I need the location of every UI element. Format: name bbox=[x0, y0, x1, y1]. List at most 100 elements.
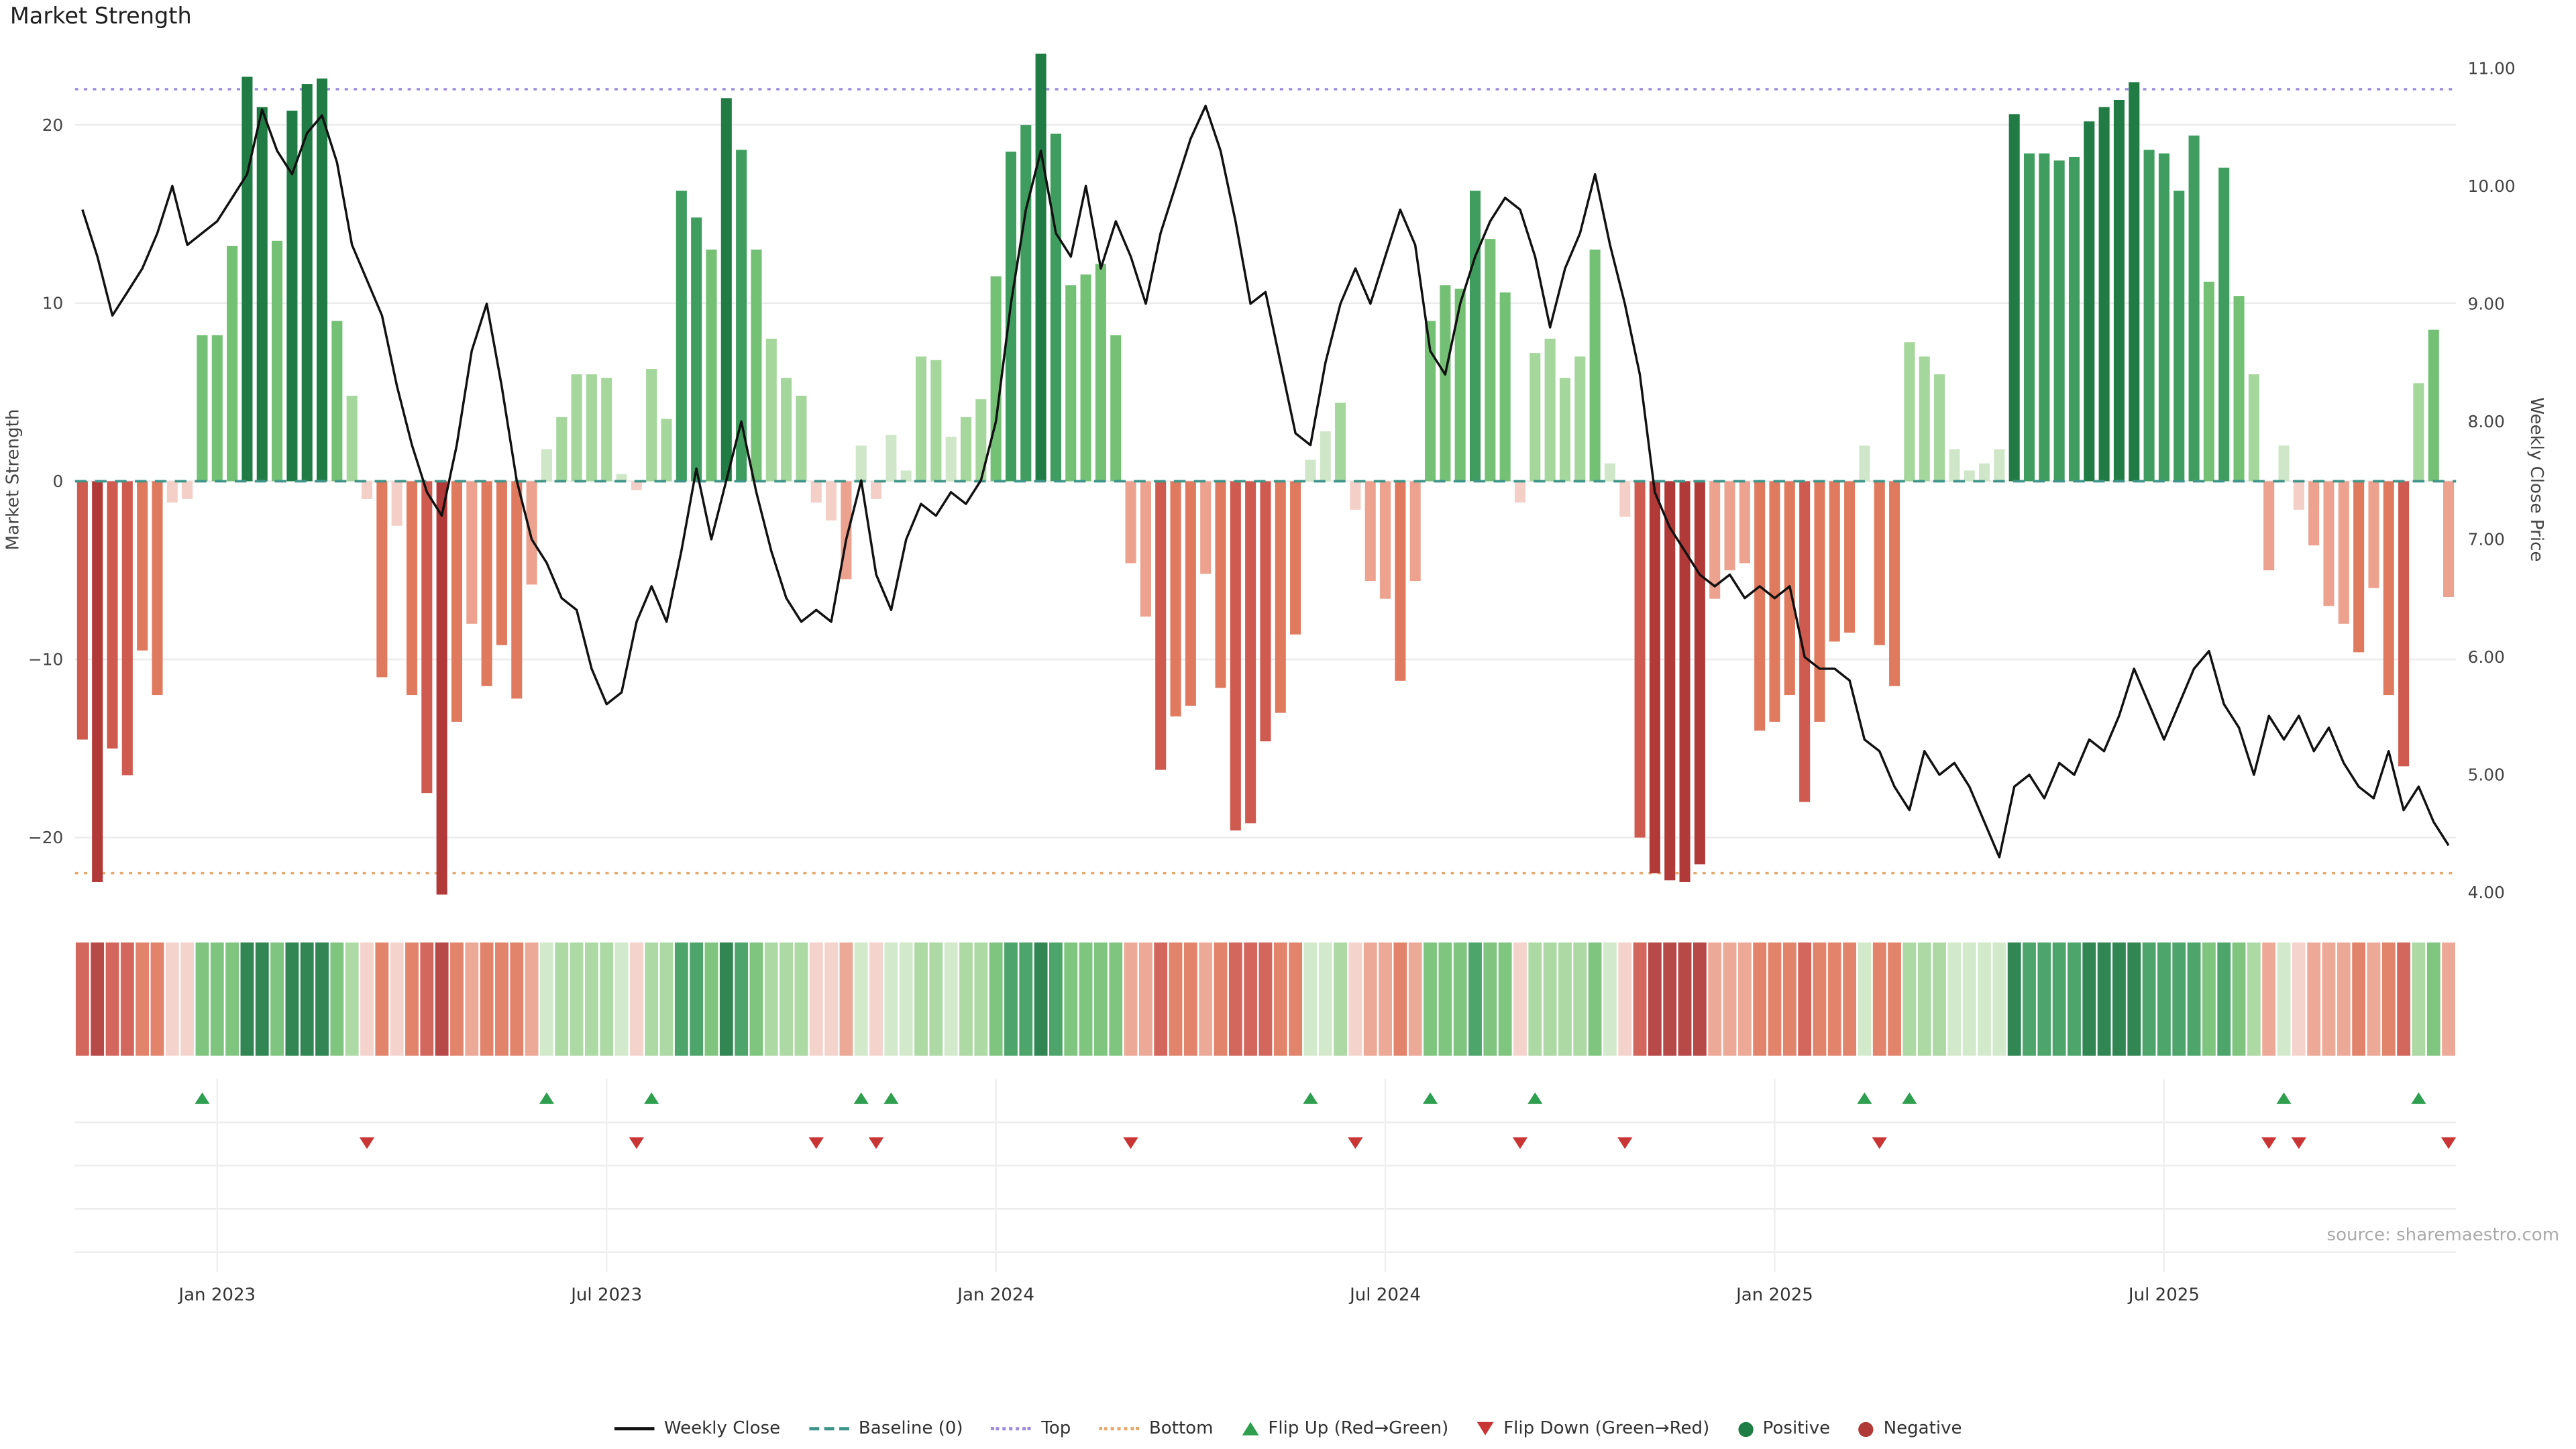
strength-bar bbox=[1380, 481, 1391, 599]
strength-bar bbox=[1964, 470, 1975, 482]
heat-cell bbox=[1453, 942, 1467, 1056]
strength-bar bbox=[2233, 296, 2245, 482]
legend-item[interactable]: Positive bbox=[1737, 1419, 1830, 1439]
flip-up-marker bbox=[539, 1092, 555, 1104]
line-glyph bbox=[614, 1427, 654, 1431]
heat-cell bbox=[1079, 942, 1093, 1056]
strength-bar bbox=[2368, 481, 2379, 588]
heat-cell bbox=[2262, 942, 2276, 1056]
strength-bar bbox=[1005, 152, 1016, 482]
left-axis-tick-label: 20 bbox=[42, 115, 64, 135]
legend-item[interactable]: Top bbox=[991, 1419, 1071, 1439]
strength-bar bbox=[855, 445, 867, 482]
heat-cell bbox=[539, 942, 553, 1056]
heat-cell bbox=[2023, 942, 2036, 1056]
flip-down-marker bbox=[2261, 1137, 2277, 1149]
strength-bar bbox=[1649, 481, 1660, 873]
strength-bar bbox=[1574, 356, 1586, 482]
flip-up-marker bbox=[1857, 1092, 1872, 1104]
heat-cell bbox=[2337, 942, 2351, 1056]
strength-bar bbox=[107, 481, 118, 749]
heat-cell bbox=[1543, 942, 1557, 1056]
heat-cell bbox=[1093, 942, 1108, 1056]
legend-item[interactable]: Weekly Close bbox=[614, 1419, 780, 1439]
strength-bar bbox=[885, 435, 897, 482]
heat-cell bbox=[1693, 942, 1707, 1056]
heat-cell bbox=[2172, 942, 2186, 1056]
legend-item[interactable]: Bottom bbox=[1099, 1419, 1214, 1439]
heat-cell bbox=[360, 942, 374, 1056]
heat-cell bbox=[1962, 942, 1976, 1056]
heat-cell bbox=[2247, 942, 2261, 1056]
strength-bar bbox=[1679, 481, 1690, 882]
heat-cell bbox=[91, 942, 105, 1056]
heat-cell bbox=[2412, 942, 2426, 1056]
legend-label: Baseline (0) bbox=[858, 1418, 963, 1439]
strength-bar bbox=[900, 470, 912, 482]
strength-bar bbox=[646, 369, 657, 482]
heat-cell bbox=[839, 942, 853, 1056]
strength-bar bbox=[1889, 481, 1900, 686]
strength-bar bbox=[1095, 264, 1106, 482]
strength-bar bbox=[2443, 481, 2455, 597]
heat-cell bbox=[390, 942, 404, 1056]
legend-label: Positive bbox=[1762, 1418, 1831, 1439]
strength-bar bbox=[2158, 153, 2169, 482]
heat-cell bbox=[465, 942, 479, 1056]
strength-bar bbox=[1035, 53, 1046, 482]
strength-bar bbox=[137, 481, 148, 651]
heat-cell bbox=[2127, 942, 2141, 1056]
heat-cell bbox=[75, 942, 89, 1056]
triangle-down-glyph bbox=[1477, 1421, 1494, 1436]
flip-down-marker bbox=[629, 1137, 645, 1149]
strength-bar bbox=[2248, 374, 2259, 482]
strength-bar bbox=[1499, 292, 1511, 482]
strength-bar bbox=[2129, 82, 2140, 482]
heat-cell bbox=[2068, 942, 2081, 1056]
strength-bar bbox=[1335, 402, 1346, 482]
strength-bar bbox=[1559, 378, 1570, 482]
heat-cell bbox=[1708, 942, 1722, 1056]
heat-cell bbox=[2037, 942, 2051, 1056]
heat-cell bbox=[510, 942, 524, 1056]
heat-cell bbox=[1289, 942, 1303, 1056]
left-axis-tick-label: −10 bbox=[28, 650, 63, 669]
flip-down-marker bbox=[808, 1137, 824, 1149]
strength-bar bbox=[586, 374, 597, 482]
heat-cell bbox=[1633, 942, 1647, 1056]
heat-cell bbox=[1917, 942, 1931, 1056]
legend-item[interactable]: Negative bbox=[1858, 1419, 1962, 1439]
strength-bar bbox=[1514, 481, 1526, 503]
heat-cell bbox=[1019, 942, 1033, 1056]
legend-item[interactable]: Flip Up (Red→Green) bbox=[1241, 1419, 1448, 1439]
strength-bar bbox=[376, 481, 388, 678]
strength-bar bbox=[76, 481, 88, 740]
strength-bar bbox=[720, 98, 732, 482]
heat-cell bbox=[1723, 942, 1737, 1056]
heat-cell bbox=[584, 942, 598, 1056]
heat-cell bbox=[989, 942, 1003, 1056]
strength-bar bbox=[676, 191, 687, 482]
strength-bar bbox=[765, 338, 777, 482]
strength-bar bbox=[1919, 356, 1930, 482]
strength-bar bbox=[810, 481, 822, 503]
heat-cell bbox=[1992, 942, 2006, 1056]
strength-bar bbox=[736, 150, 747, 482]
strength-bar bbox=[2098, 107, 2110, 482]
heat-cell bbox=[2157, 942, 2171, 1056]
heat-cell bbox=[255, 942, 269, 1056]
heat-cell bbox=[2052, 942, 2066, 1056]
strength-bar bbox=[1634, 481, 1646, 838]
strength-bar bbox=[197, 335, 208, 482]
strength-bar bbox=[286, 110, 298, 482]
strength-bar bbox=[317, 78, 328, 482]
legend-item[interactable]: Baseline (0) bbox=[808, 1419, 963, 1439]
heat-cell bbox=[1199, 942, 1213, 1056]
strength-bar bbox=[421, 481, 433, 794]
heat-cell bbox=[450, 942, 464, 1056]
heat-cell bbox=[1183, 942, 1197, 1056]
heat-cell bbox=[1978, 942, 1991, 1056]
heat-cell bbox=[1214, 942, 1228, 1056]
legend-item[interactable]: Flip Down (Green→Red) bbox=[1477, 1419, 1709, 1439]
